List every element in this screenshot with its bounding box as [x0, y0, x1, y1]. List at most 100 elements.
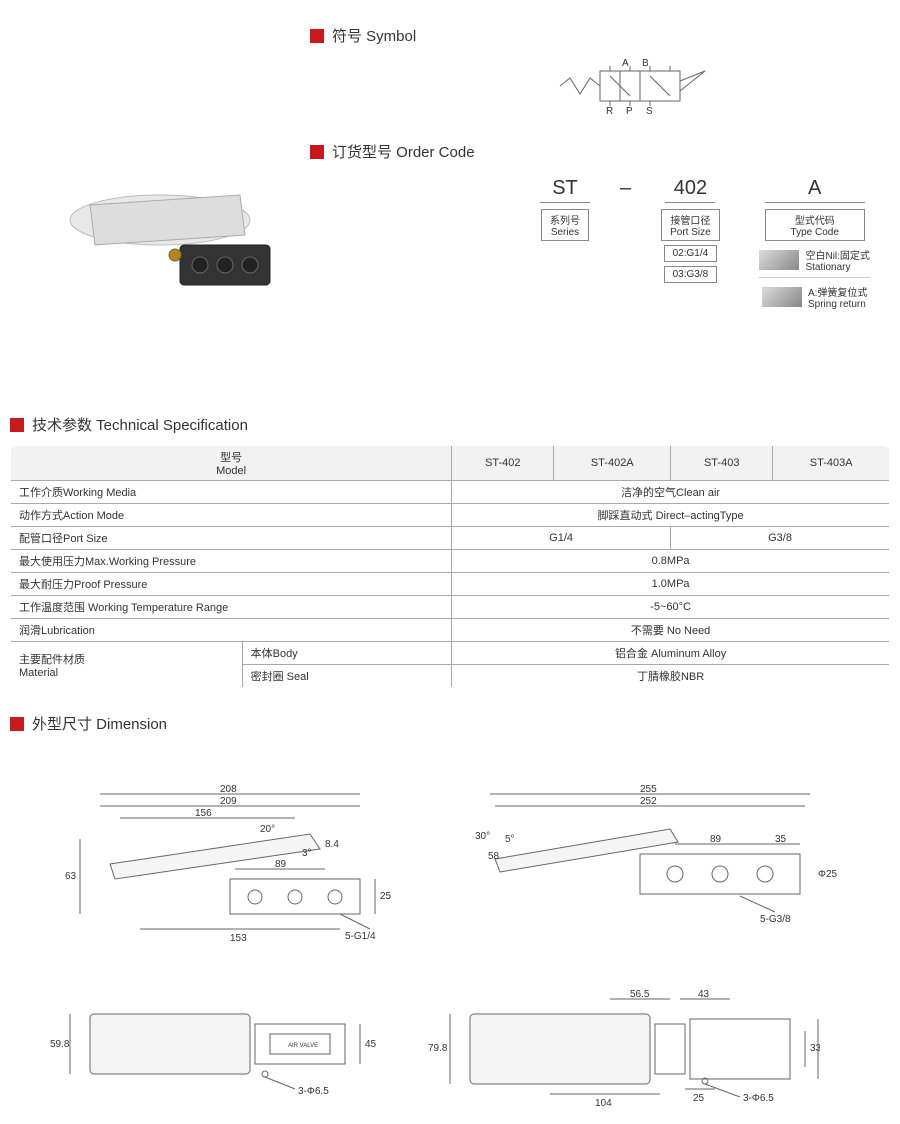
row-label: 工作介质Working Media — [11, 481, 452, 504]
svg-text:153: 153 — [230, 933, 247, 944]
svg-text:5-G1/4: 5-G1/4 — [345, 931, 376, 942]
techspec-title: 技术参数 Technical Specification — [32, 414, 248, 435]
spring-symbol — [560, 78, 600, 94]
row-value: 铝合金 Aluminum Alloy — [452, 642, 890, 665]
model-col: ST-403A — [773, 446, 890, 481]
svg-text:25: 25 — [693, 1093, 705, 1104]
port-r-label: R — [606, 106, 613, 116]
valve-icon — [762, 287, 802, 307]
typecode-value: A — [808, 177, 821, 200]
dash: – — [610, 177, 641, 314]
portsize-label-box: 接管口径 Port Size — [661, 209, 720, 241]
symbol-title: 符号 Symbol — [332, 25, 416, 46]
svg-text:89: 89 — [275, 859, 287, 870]
row-value: G1/4 — [452, 527, 671, 550]
svg-text:3-Φ6.5: 3-Φ6.5 — [743, 1093, 774, 1104]
type2-en: Spring return — [808, 299, 867, 310]
row-value: 洁净的空气Clean air — [452, 481, 890, 504]
bullet-icon — [10, 717, 24, 731]
model-col: ST-402 — [452, 446, 554, 481]
svg-text:255: 255 — [640, 784, 657, 795]
ordercode-title: 订货型号 Order Code — [332, 141, 475, 162]
typecode-column: A 型式代码 Type Code 空白Nil:固定式Stationary A:弹… — [740, 177, 890, 314]
svg-text:3-Φ6.5: 3-Φ6.5 — [298, 1086, 329, 1097]
svg-text:156: 156 — [195, 808, 212, 819]
ordercode-diagram: ST 系列号 Series – 402 接管口径 Port Size 02:G1… — [540, 177, 890, 314]
svg-text:20°: 20° — [260, 824, 275, 835]
drawing-top-402: AIR VALVE 59.8 45 3-Φ6.5 — [40, 989, 380, 1114]
svg-text:25: 25 — [380, 891, 392, 902]
svg-text:8.4: 8.4 — [325, 839, 339, 850]
port-s-label: S — [646, 106, 653, 116]
svg-text:43: 43 — [698, 989, 710, 1000]
portsize-column: 402 接管口径 Port Size 02:G1/4 03:G3/8 — [661, 177, 720, 314]
row-label: 最大耐压力Proof Pressure — [11, 573, 452, 596]
drawing-top-403: 56.5 43 79.8 33 45 25 104 3-Φ6.5 — [420, 989, 820, 1114]
series-label-box: 系列号 Series — [541, 209, 589, 241]
dimension-title: 外型尺寸 Dimension — [32, 713, 167, 734]
bullet-icon — [310, 29, 324, 43]
svg-text:5-G3/8: 5-G3/8 — [760, 914, 791, 924]
portsize-value: 402 — [674, 177, 707, 200]
series-value: ST — [552, 177, 578, 200]
row-value: 丁腈橡胶NBR — [452, 665, 890, 688]
row-value: 1.0MPa — [452, 573, 890, 596]
pneumatic-symbol-diagram: A B R P S — [550, 56, 890, 121]
drawing-side-403: 255 252 30° 58 5° 89 35 Φ25 5-G3/8 — [440, 784, 840, 949]
svg-text:58: 58 — [488, 851, 500, 862]
svg-text:35: 35 — [775, 834, 787, 845]
svg-text:63: 63 — [65, 871, 77, 882]
techspec-section: 技术参数 Technical Specification 型号 Model ST… — [10, 414, 890, 688]
series-column: ST 系列号 Series — [540, 177, 590, 314]
row-value: 不需要 No Need — [452, 619, 890, 642]
ordercode-header: 订货型号 Order Code — [310, 141, 890, 162]
row-value: G3/8 — [671, 527, 890, 550]
svg-text:252: 252 — [640, 796, 657, 807]
drawing-side-402: 208 209 156 20° 3° 8.4 63 89 25 153 5-G1… — [40, 784, 400, 949]
dimension-header: 外型尺寸 Dimension — [10, 713, 890, 734]
svg-text:45: 45 — [365, 1039, 377, 1050]
typecode-label-box: 型式代码 Type Code — [765, 209, 865, 241]
row-label: 配管口径Port Size — [11, 527, 452, 550]
type2-cn: A:弹簧复位式 — [808, 284, 867, 299]
symbol-section: 符号 Symbol A B R P S — [310, 25, 890, 121]
product-photo — [60, 160, 290, 320]
bullet-icon — [310, 145, 324, 159]
material-label: 主要配件材质 Material — [11, 642, 243, 688]
portsize-opt1: 02:G1/4 — [664, 245, 718, 262]
model-col: ST-403 — [671, 446, 773, 481]
svg-text:AIR VALVE: AIR VALVE — [288, 1043, 318, 1049]
type-stationary-row: 空白Nil:固定式Stationary — [759, 247, 869, 278]
type1-en: Stationary — [805, 262, 869, 273]
ordercode-section: 订货型号 Order Code ST 系列号 Series – 402 接管口径… — [310, 141, 890, 314]
row-label: 工作温度范围 Working Temperature Range — [11, 596, 452, 619]
type1-cn: 空白Nil:固定式 — [805, 247, 869, 262]
model-col: ST-402A — [554, 446, 671, 481]
svg-text:Φ25: Φ25 — [818, 869, 838, 880]
svg-text:209: 209 — [220, 796, 237, 807]
row-value: 0.8MPa — [452, 550, 890, 573]
row-label: 最大使用压力Max.Working Pressure — [11, 550, 452, 573]
port-p-label: P — [626, 106, 633, 116]
row-label: 动作方式Action Mode — [11, 504, 452, 527]
valve-icon — [759, 250, 799, 270]
svg-text:30°: 30° — [475, 831, 490, 842]
techspec-table: 型号 Model ST-402 ST-402A ST-403 ST-403A 工… — [10, 445, 890, 688]
seal-label: 密封圈 Seal — [242, 665, 452, 688]
port-b-label: B — [642, 58, 649, 69]
row-value: 脚踩直动式 Direct–actingType — [452, 504, 890, 527]
svg-text:208: 208 — [220, 784, 237, 795]
dimension-drawings: 208 209 156 20° 3° 8.4 63 89 25 153 5-G1… — [10, 784, 890, 1114]
row-label: 润滑Lubrication — [11, 619, 452, 642]
model-header: 型号 Model — [11, 446, 452, 481]
svg-text:79.8: 79.8 — [428, 1043, 448, 1054]
dimension-section: 外型尺寸 Dimension 208 209 156 20° 3° 8.4 63… — [10, 713, 890, 1114]
row-value: -5~60°C — [452, 596, 890, 619]
svg-text:59.8: 59.8 — [50, 1039, 70, 1050]
bullet-icon — [10, 418, 24, 432]
svg-text:104: 104 — [595, 1098, 612, 1109]
port-a-label: A — [622, 58, 629, 69]
techspec-header: 技术参数 Technical Specification — [10, 414, 890, 435]
svg-text:5°: 5° — [505, 834, 515, 845]
body-label: 本体Body — [242, 642, 452, 665]
